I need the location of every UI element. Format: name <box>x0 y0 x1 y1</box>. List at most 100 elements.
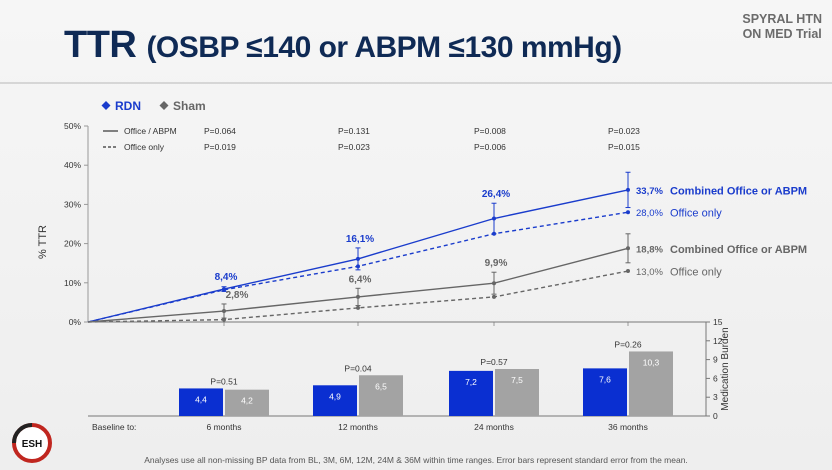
legend-office-abpm: Office / ABPM <box>124 126 177 136</box>
data-label: 9,9% <box>485 258 508 269</box>
baseline-to-label: Baseline to: <box>92 422 136 432</box>
data-point <box>626 210 630 215</box>
bar-p-value: P=0.51 <box>210 376 237 386</box>
bar-chart-ylabel: Medication Burden <box>720 327 731 410</box>
line-chart-p-values: P=0.064 P=0.131 P=0.008 P=0.023 P=0.019 P=0.0… <box>204 126 640 152</box>
data-point <box>626 187 630 192</box>
data-point <box>626 269 630 274</box>
end-series-label: Office only <box>670 208 722 220</box>
end-value-label: 13,0% <box>636 267 663 278</box>
end-series-label: Combined Office or ABPM <box>670 185 807 197</box>
line-chart-ylabel: % TTR <box>37 225 49 259</box>
bar-y-tick-label: 0 <box>713 411 718 421</box>
y-tick-label: 0% <box>69 317 82 327</box>
data-point <box>356 294 360 299</box>
sham-diamond-icon <box>159 101 169 110</box>
trial-name-line1: SPYRAL HTN <box>742 12 822 26</box>
bar-rdn <box>179 388 223 416</box>
rdn-diamond-icon <box>101 101 111 110</box>
legend-office-only: Office only <box>124 142 165 152</box>
x-category-label: 12 months <box>338 422 378 432</box>
bar-chart-bars: 4,4 4,2 P=0.51 4,9 6,5 P=0.04 7,2 7,5 P=0.57 7,6 1… <box>179 339 673 416</box>
bar-value-label: 10,3 <box>643 357 660 367</box>
data-point <box>222 287 226 292</box>
bar-value-label: 4,2 <box>241 396 253 406</box>
esh-logo: ESH <box>12 423 52 463</box>
p-value-office-abpm: P=0.008 <box>474 126 506 136</box>
legend-rdn: RDN <box>115 99 141 113</box>
bar-value-label: 4,9 <box>329 391 341 401</box>
data-point <box>492 216 496 221</box>
bar-y-tick-label: 6 <box>713 373 718 383</box>
data-point <box>626 246 630 251</box>
y-tick-label: 20% <box>64 239 81 249</box>
p-value-office-only: P=0.019 <box>204 142 236 152</box>
slide-title: TTR (OSBP ≤140 or ABPM ≤130 mmHg) <box>64 24 622 67</box>
bar-value-label: 4,4 <box>195 394 207 404</box>
data-point <box>492 231 496 236</box>
x-category-label: 36 months <box>608 422 648 432</box>
trial-name: SPYRAL HTN ON MED Trial <box>742 12 822 42</box>
medication-burden-chart: 0 3 6 9 12 15 Medication Burden 4,4 4,2 P=0.51 4… <box>88 317 731 432</box>
line-chart-y-ticks: 0% 10% 20% 30% 40% 50% <box>64 121 629 327</box>
legend-sham: Sham <box>173 99 206 113</box>
x-category-label: 24 months <box>474 422 514 432</box>
bar-chart-y-ticks: 0 3 6 9 12 15 <box>706 317 723 421</box>
bar-value-label: 7,2 <box>465 377 477 387</box>
end-value-label: 33,7% <box>636 186 663 197</box>
bar-rdn <box>313 385 357 416</box>
bar-sham <box>359 375 403 416</box>
bar-rdn <box>449 370 493 416</box>
data-point <box>356 264 360 269</box>
bar-p-value: P=0.26 <box>614 339 641 349</box>
data-point <box>222 309 226 314</box>
bar-sham <box>225 389 269 416</box>
bar-y-tick-label: 12 <box>713 336 723 346</box>
end-series-label: Combined Office or ABPM <box>670 244 807 256</box>
bar-sham <box>495 369 539 416</box>
line-chart-series: 8,4% 16,1% 26,4% 33,7% Combined Office or AB… <box>87 171 807 323</box>
data-label: 8,4% <box>215 272 238 283</box>
p-value-office-abpm: P=0.064 <box>204 126 236 136</box>
bar-value-label: 7,5 <box>511 375 523 385</box>
bar-y-tick-label: 3 <box>713 392 718 402</box>
p-value-office-abpm: P=0.023 <box>608 126 640 136</box>
p-value-office-only: P=0.023 <box>338 142 370 152</box>
ttr-line-chart: % TTR 0%10%20%30%40%50% P=0.064 P=0.131 P=… <box>37 99 807 327</box>
y-tick-label: 40% <box>64 160 81 170</box>
p-value-office-abpm: P=0.131 <box>338 126 370 136</box>
x-category-label: 6 months <box>207 422 242 432</box>
data-point <box>222 317 226 322</box>
header-divider <box>0 82 832 84</box>
bar-y-tick-label: 15 <box>713 317 723 327</box>
footnote: Analyses use all non-missing BP data fro… <box>144 455 688 465</box>
p-value-office-only: P=0.006 <box>474 142 506 152</box>
y-tick-label: 10% <box>64 278 81 288</box>
bar-sham <box>629 351 673 416</box>
bar-value-label: 6,5 <box>375 381 387 391</box>
bar-p-value: P=0.04 <box>344 363 371 373</box>
group-legend: RDN Sham <box>101 99 206 113</box>
data-label: 26,4% <box>482 189 510 200</box>
end-series-label: Office only <box>670 267 722 279</box>
trial-name-line2: ON MED Trial <box>742 27 822 41</box>
y-tick-label: 30% <box>64 199 81 209</box>
bar-y-tick-label: 9 <box>713 355 718 365</box>
bar-rdn <box>583 368 627 416</box>
x-category-labels: 6 months 12 months 24 months 36 months <box>207 422 648 432</box>
end-value-label: 18,8% <box>636 244 663 255</box>
data-label: 16,1% <box>346 234 374 245</box>
end-value-label: 28,0% <box>636 208 663 219</box>
esh-logo-text: ESH <box>22 439 43 450</box>
title-subtitle: (OSBP ≤140 or ABPM ≤130 mmHg) <box>146 31 622 64</box>
data-point <box>356 256 360 261</box>
bar-p-value: P=0.57 <box>480 357 507 367</box>
data-point <box>356 305 360 310</box>
title-main: TTR <box>64 24 137 66</box>
data-label: 2,8% <box>226 290 249 301</box>
p-value-office-only: P=0.015 <box>608 142 640 152</box>
linestyle-legend: Office / ABPM Office only <box>103 126 177 152</box>
data-point <box>492 294 496 299</box>
